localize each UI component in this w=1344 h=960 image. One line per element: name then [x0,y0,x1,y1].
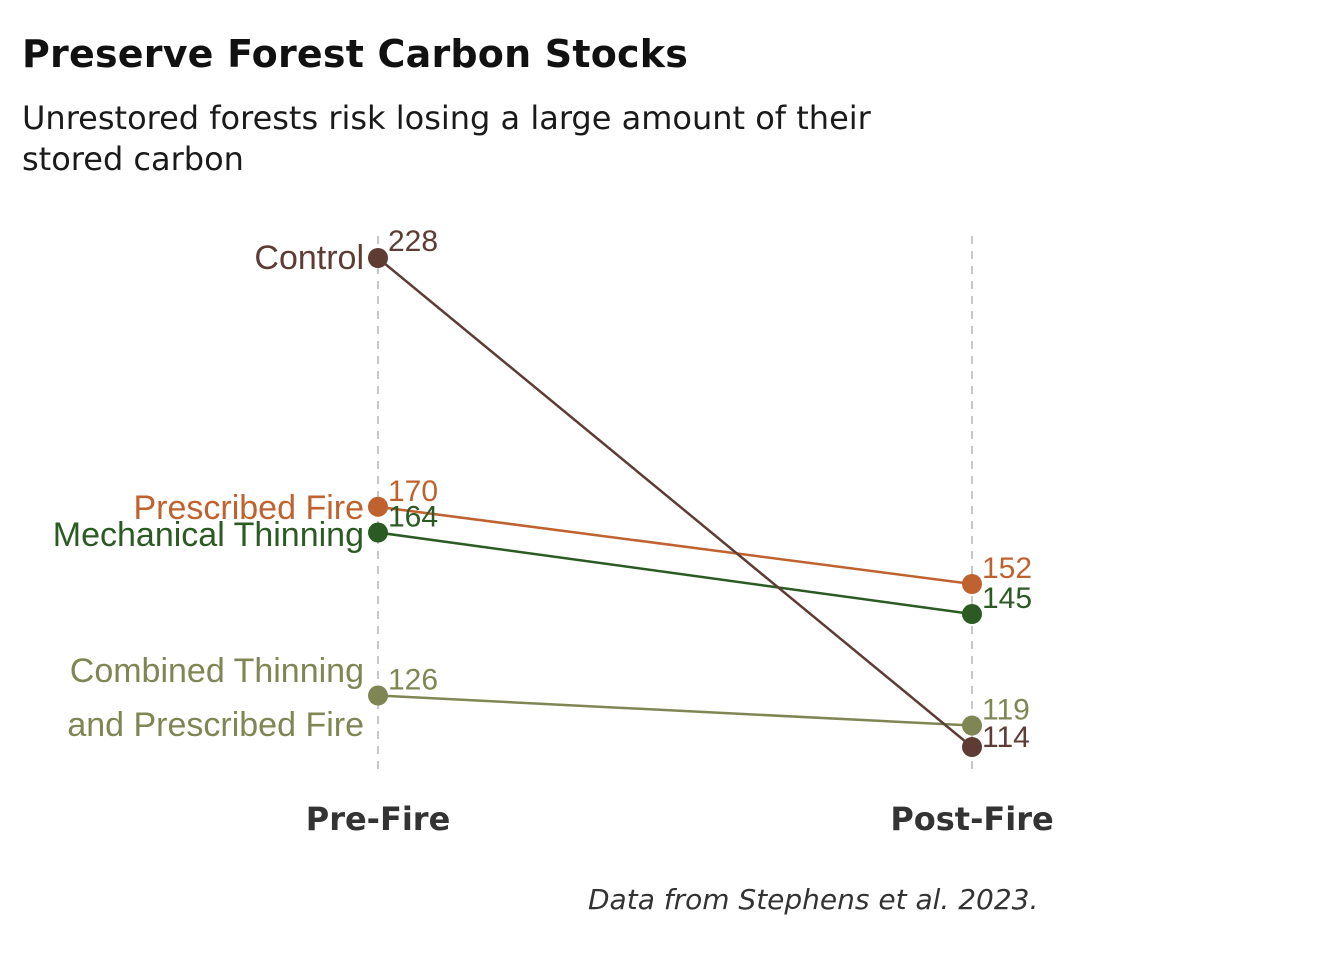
data-point-mechanical-thinning-post-fire [962,604,982,625]
data-point-control-pre-fire [368,248,388,268]
value-label-mechanical-thinning-post-fire: 145 [982,582,1032,615]
data-point-mechanical-thinning-pre-fire [368,522,388,543]
series-line-control [377,257,973,748]
data-point-prescribed-fire-pre-fire [368,496,388,517]
value-label-prescribed-fire-pre-fire: 170 [388,475,438,508]
series-points [368,248,982,757]
series-label-combined-thinning-and-prescribed-fire-2: and Prescribed Fire [67,706,364,744]
value-label-mechanical-thinning-pre-fire: 164 [388,501,438,534]
series-labels: Combined Thinning and Prescribed Fire Mech… [53,239,364,744]
series-label-prescribed-fire: Prescribed Fire [133,489,364,527]
data-point-combined-thinning-and-prescribed-fire-post-fire [962,715,982,736]
value-label-prescribed-fire-post-fire: 152 [982,552,1032,585]
category-labels: Pre-Fire Post-Fire [306,800,1054,838]
series-lines [377,257,973,748]
data-point-control-post-fire [962,737,982,757]
value-label-combined-thinning-and-prescribed-fire-post-fire: 119 [982,694,1030,727]
value-label-control-pre-fire: 228 [388,225,438,258]
value-label-control-post-fire: 114 [982,721,1030,754]
value-label-combined-thinning-and-prescribed-fire-pre-fire: 126 [388,664,438,697]
source-caption: Data from Stephens et al. 2023. [588,883,1039,916]
value-labels: 126 119 164 145 170 152 228 114 [388,225,1032,754]
chart-subtitle: Unrestored forests risk losing a large a… [22,99,871,178]
series-line-combined-thinning-and-prescribed-fire [377,694,973,727]
data-point-prescribed-fire-post-fire [962,574,982,594]
chart-title: Preserve Forest Carbon Stocks [22,32,689,76]
series-label-control: Control [254,239,364,277]
data-point-combined-thinning-and-prescribed-fire-pre-fire [368,685,388,706]
series-line-mechanical-thinning [377,531,973,616]
series-line-prescribed-fire [377,505,973,586]
series-label-mechanical-thinning: Mechanical Thinning [53,516,364,554]
series-label-combined-thinning-and-prescribed-fire-1: Combined Thinning [70,652,364,690]
category-label-post-fire: Post-Fire [890,800,1053,838]
category-label-pre-fire: Pre-Fire [306,800,451,838]
